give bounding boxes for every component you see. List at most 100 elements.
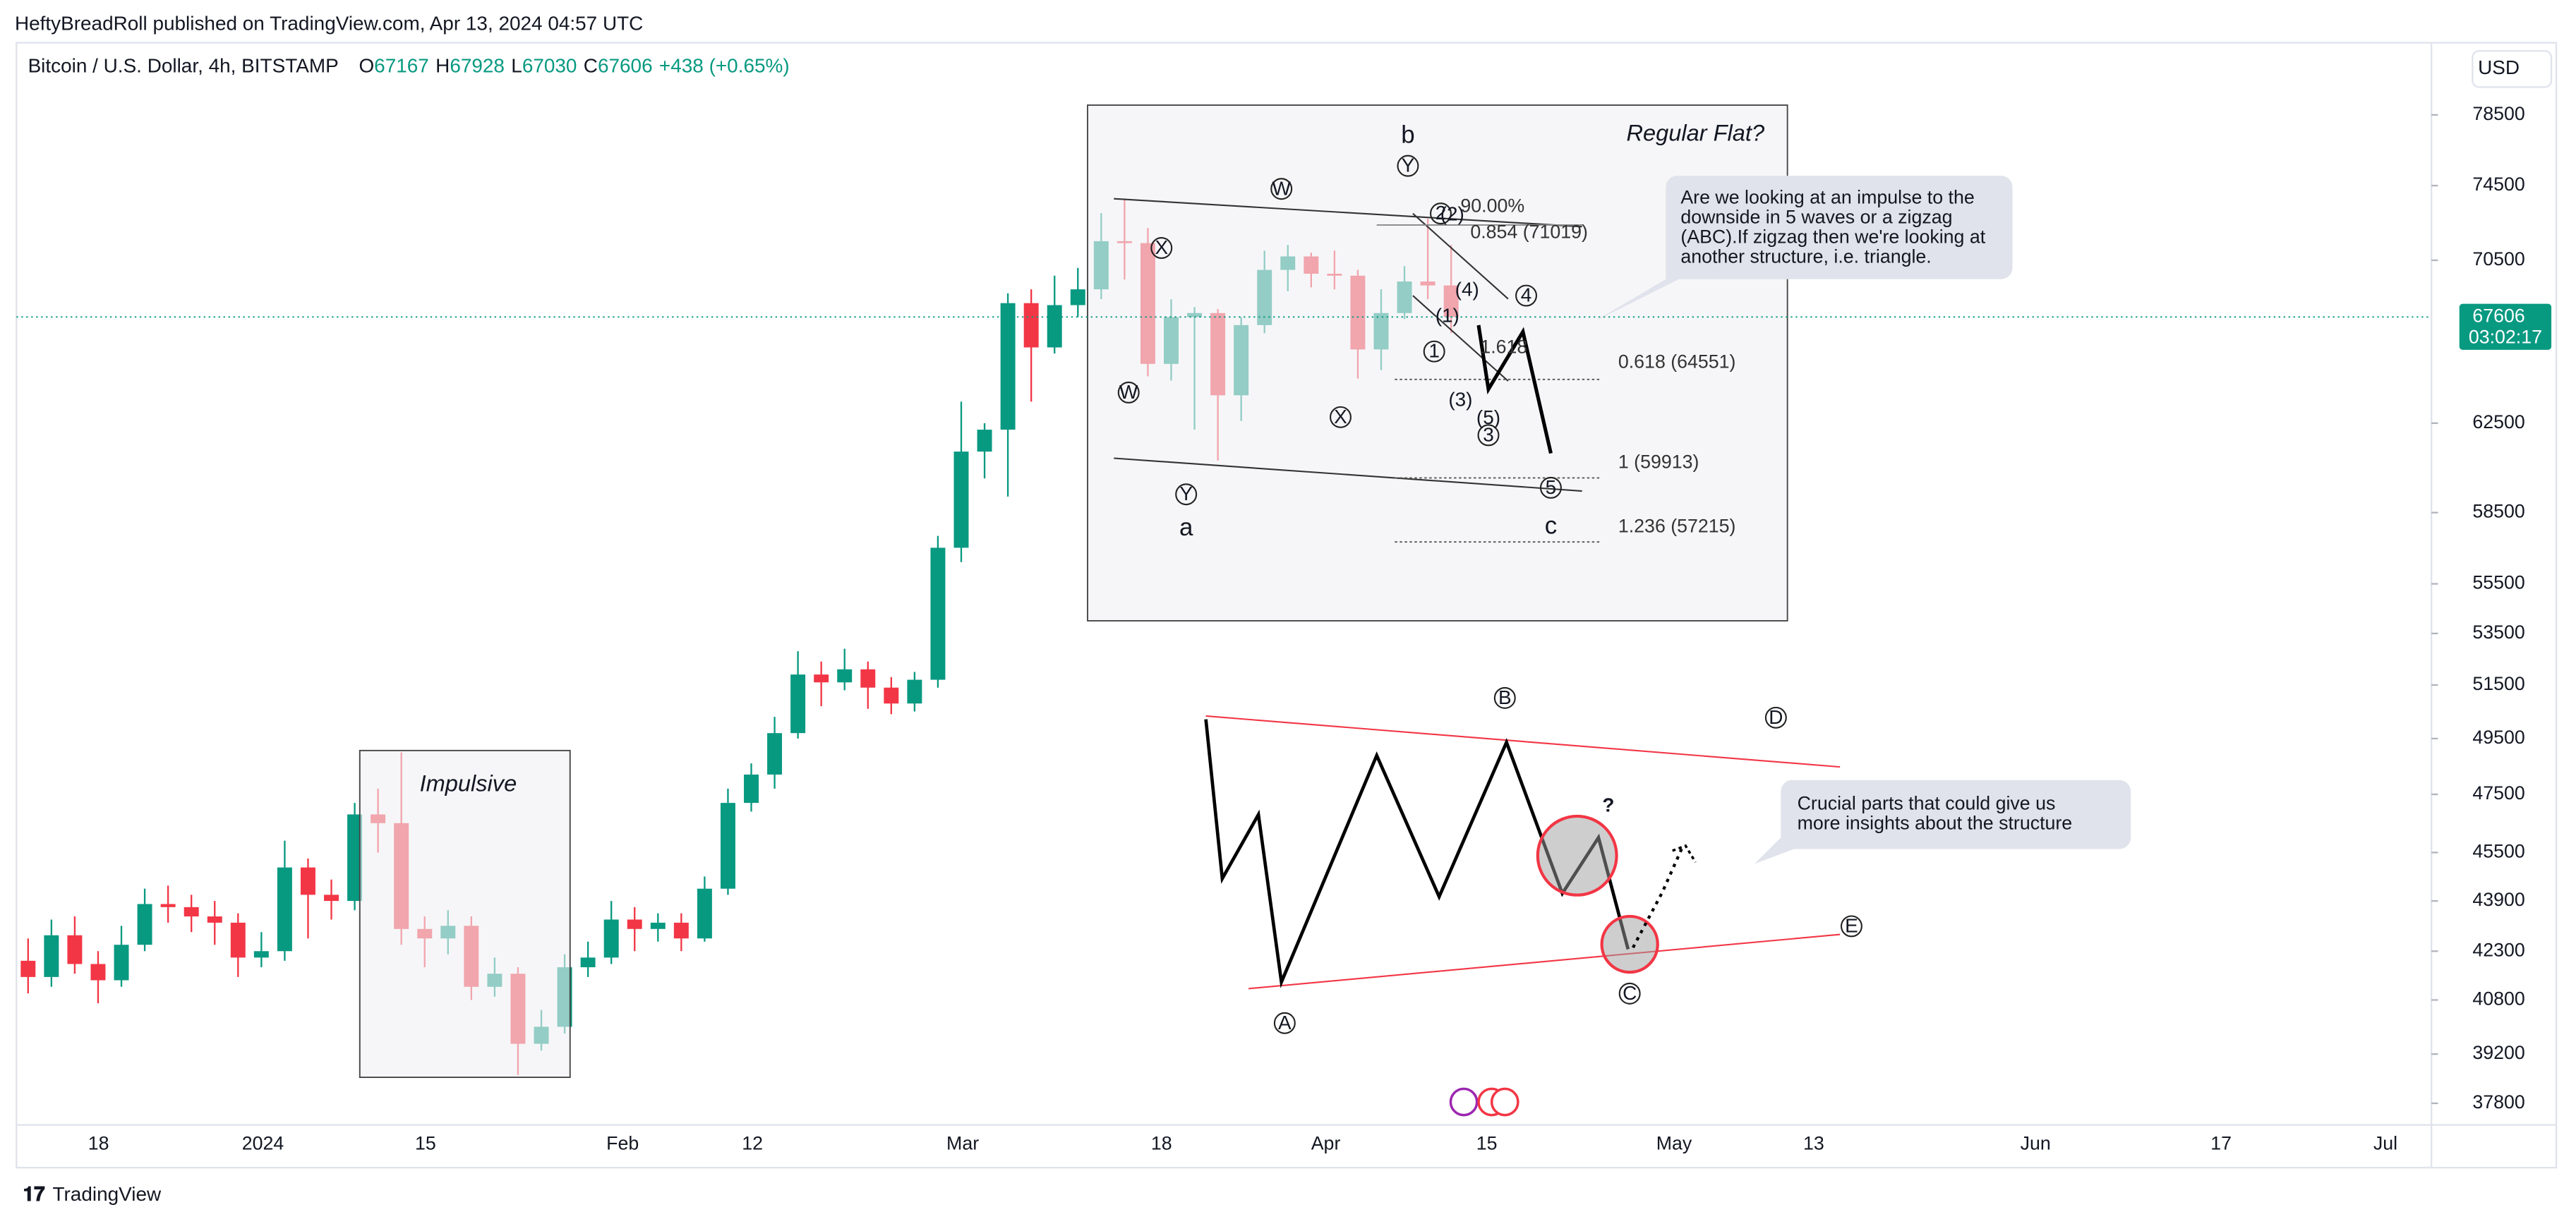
currency: USD bbox=[2478, 56, 2520, 78]
highlight-circle bbox=[1536, 814, 1618, 897]
fib-label: 1.618 bbox=[1480, 337, 1527, 358]
brand: TradingView bbox=[52, 1183, 161, 1205]
x-tick-label: 18 bbox=[1151, 1133, 1172, 1154]
candle-body bbox=[114, 945, 129, 981]
callout bbox=[1755, 780, 2131, 864]
y-tick-label: 53500 bbox=[2472, 622, 2524, 643]
candle-body bbox=[627, 919, 642, 929]
impulse-label: Impulsive bbox=[420, 770, 517, 796]
y-tick-label: 58500 bbox=[2472, 501, 2524, 522]
y-tick-label: 49500 bbox=[2472, 727, 2524, 748]
price-tag-value: 67606 bbox=[2472, 305, 2524, 326]
candle-body bbox=[1070, 289, 1085, 305]
projection-path bbox=[1476, 325, 1553, 454]
y-tick-label: 45500 bbox=[2472, 841, 2524, 862]
candle-body bbox=[907, 679, 922, 704]
x-tick-label: Apr bbox=[1311, 1133, 1341, 1154]
event-icon[interactable] bbox=[1490, 1087, 1519, 1117]
highlight-circle bbox=[1600, 914, 1659, 974]
wave-label: W bbox=[1272, 177, 1292, 199]
triangle-line bbox=[1205, 715, 1841, 768]
channel-line bbox=[1412, 212, 1509, 300]
wave-label: 5 bbox=[1546, 476, 1557, 498]
minor-wave-label: (4) bbox=[1455, 278, 1479, 300]
wave-circle bbox=[1618, 982, 1641, 1005]
channel-line bbox=[1114, 198, 1582, 228]
legend-field-label: O bbox=[359, 55, 374, 77]
candle-body bbox=[814, 674, 829, 683]
price-tag bbox=[2459, 303, 2552, 350]
wave-label: D bbox=[1769, 706, 1783, 728]
fib-label: 0.854 (71019) bbox=[1470, 222, 1588, 243]
y-tick-label: 47500 bbox=[2472, 782, 2524, 804]
candle-body bbox=[44, 935, 59, 977]
legend-field-value: 67928 bbox=[450, 55, 505, 77]
candle-body bbox=[953, 452, 969, 548]
wave-label: 3 bbox=[1483, 423, 1494, 445]
candle-body bbox=[930, 547, 946, 680]
candle-body bbox=[277, 867, 292, 952]
wave-label: A bbox=[1278, 1012, 1292, 1034]
y-tick-label: 40800 bbox=[2472, 988, 2524, 1010]
wave-label: b bbox=[1401, 121, 1414, 148]
minor-wave-label: (3) bbox=[1448, 388, 1472, 410]
event-icon[interactable] bbox=[1449, 1087, 1479, 1117]
candle-body bbox=[137, 904, 152, 945]
wave-circle bbox=[1493, 686, 1516, 709]
publish-line: HeftyBreadRoll published on TradingView.… bbox=[15, 12, 643, 34]
wave-label: X bbox=[1155, 236, 1168, 258]
chart-frame bbox=[16, 42, 2558, 1169]
legend: Bitcoin / U.S. Dollar, 4h, BITSTAMP O671… bbox=[28, 55, 790, 77]
wave-circle bbox=[1117, 381, 1140, 404]
logo-mark: 𝟏𝟕 bbox=[23, 1183, 46, 1205]
candle-body bbox=[977, 430, 992, 452]
legend-field-label: C bbox=[584, 55, 598, 77]
fib-label: 90.00% bbox=[1460, 195, 1524, 216]
candle-body bbox=[603, 919, 619, 958]
fib-label: 1 (59913) bbox=[1618, 452, 1699, 473]
impulse-box bbox=[359, 749, 571, 1079]
x-tick-label: 17 bbox=[2210, 1133, 2232, 1154]
wave-label: a bbox=[1179, 514, 1193, 541]
x-tick-label: Feb bbox=[606, 1133, 639, 1154]
wave-label: c bbox=[1545, 511, 1557, 539]
wave-label: 4 bbox=[1521, 284, 1532, 306]
x-tick-label: 15 bbox=[1476, 1133, 1498, 1154]
candle-body bbox=[744, 774, 759, 804]
candle-body bbox=[1000, 303, 1016, 430]
x-tick-label: Jun bbox=[2021, 1133, 2051, 1154]
candle-body bbox=[253, 951, 269, 958]
minor-wave-label: (1) bbox=[1436, 305, 1459, 327]
candle-body bbox=[230, 922, 246, 958]
x-tick-label: 18 bbox=[88, 1133, 109, 1154]
minor-wave-label: (5) bbox=[1476, 406, 1500, 428]
y-tick-label: 51500 bbox=[2472, 673, 2524, 694]
candle-body bbox=[837, 669, 853, 683]
candle-body bbox=[160, 904, 176, 907]
wave-circle bbox=[1515, 284, 1538, 307]
legend-field-label: H bbox=[435, 55, 450, 77]
wave-label: 2 bbox=[1436, 202, 1447, 224]
note-text: downside in 5 waves or a zigzag bbox=[1680, 207, 1952, 228]
legend-field-value: 67030 bbox=[522, 55, 577, 77]
countdown: 03:02:17 bbox=[2469, 327, 2542, 348]
wave-label: Y bbox=[1402, 154, 1415, 176]
y-tick-label: 42300 bbox=[2472, 939, 2524, 960]
x-tick-label: May bbox=[1656, 1133, 1692, 1154]
channel-line bbox=[1114, 457, 1582, 492]
candle-body bbox=[884, 687, 899, 704]
candle-body bbox=[790, 674, 806, 734]
fib-label: 1.236 (57215) bbox=[1618, 515, 1736, 536]
x-tick-label: 15 bbox=[415, 1133, 436, 1154]
candle-body bbox=[650, 922, 666, 929]
wave-circle bbox=[1175, 483, 1198, 506]
y-tick-label: 62500 bbox=[2472, 411, 2524, 432]
candle-body bbox=[860, 669, 876, 688]
note-text: Are we looking at an impulse to the bbox=[1680, 187, 1974, 208]
candle-body bbox=[673, 922, 689, 939]
note-text: more insights about the structure bbox=[1798, 813, 2073, 834]
currency-button[interactable] bbox=[2472, 50, 2553, 88]
wave-label: E bbox=[1845, 914, 1858, 936]
wave-label: X bbox=[1334, 406, 1347, 428]
